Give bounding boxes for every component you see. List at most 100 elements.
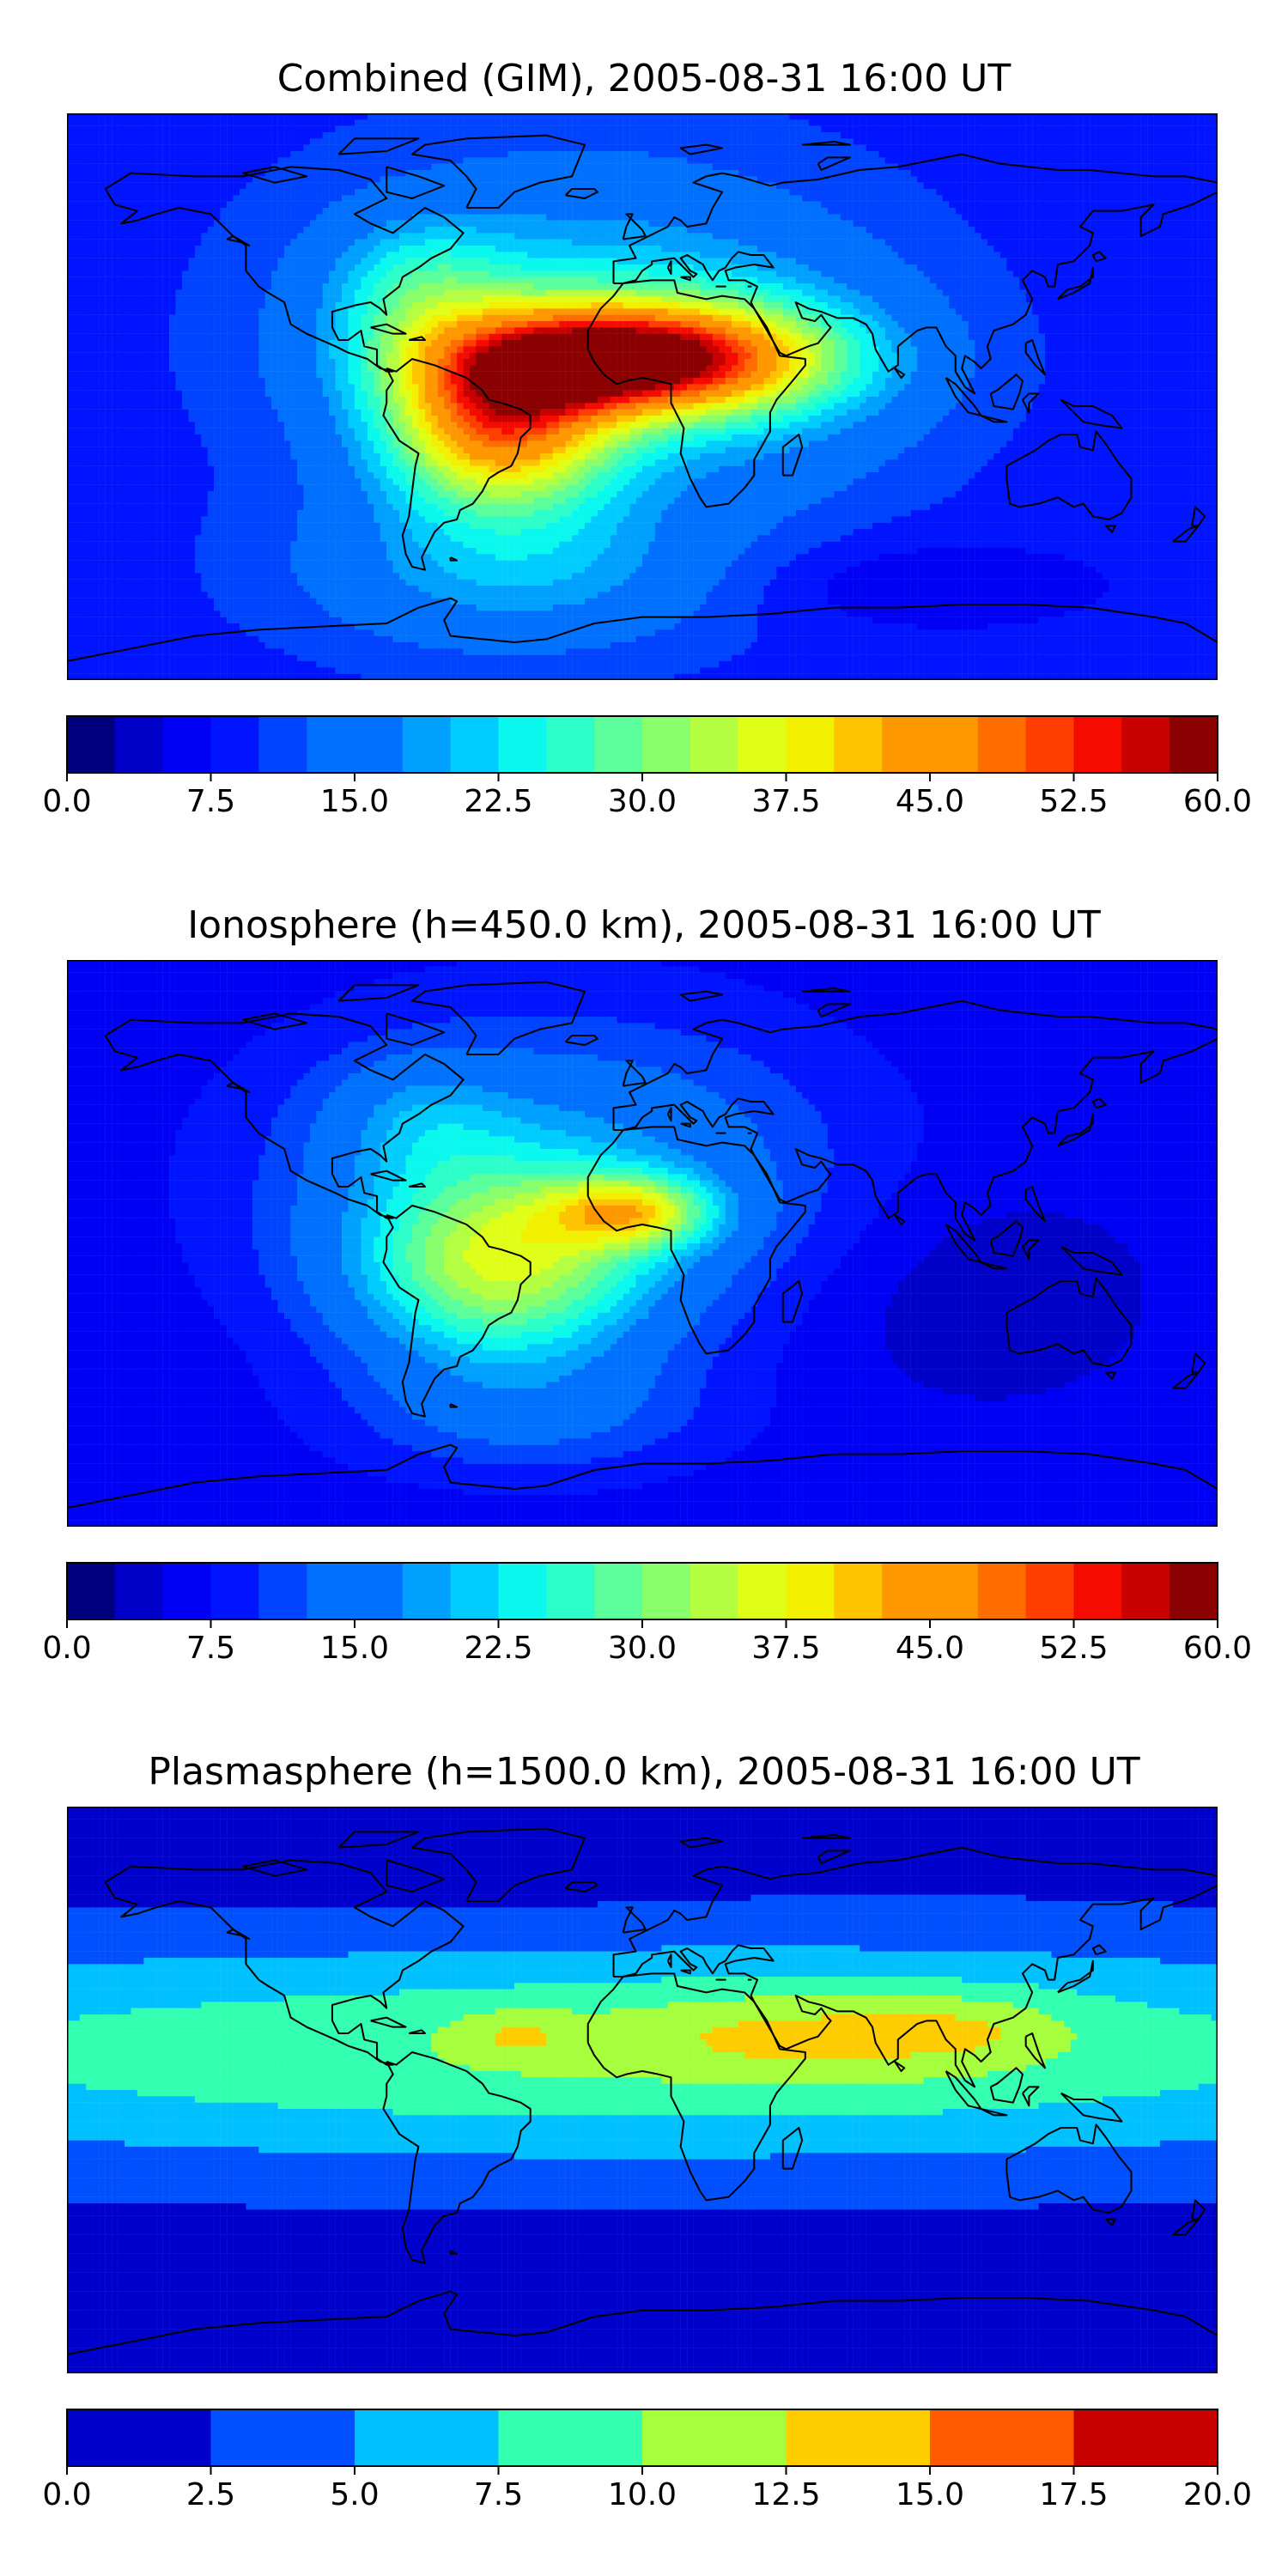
- colorbar-segment: [67, 716, 116, 773]
- coastline: [894, 1214, 906, 1226]
- colorbar-segment: [402, 716, 452, 773]
- coastline: [1104, 2218, 1116, 2227]
- colorbar-segment: [642, 2409, 787, 2466]
- coastline: [67, 597, 1218, 680]
- coastline: [586, 279, 806, 508]
- coastline: [622, 1906, 647, 1934]
- colorbar-segment: [114, 716, 164, 773]
- colorbar-segment: [786, 716, 835, 773]
- colorbar-segment: [930, 716, 979, 773]
- coastline: [370, 323, 407, 335]
- colorbar-segment: [1025, 716, 1074, 773]
- coastline: [666, 260, 672, 276]
- colorbar-plasmasphere: [66, 2409, 1218, 2475]
- colorbar-tick-label: 7.5: [186, 785, 235, 819]
- coastline: [564, 1034, 598, 1047]
- tec-field: [67, 113, 1218, 680]
- panel-title-combined: Combined (GIM), 2005-08-31 16:00 UT: [0, 57, 1288, 101]
- colorbar-segment: [1170, 1563, 1218, 1619]
- colorbar-tick-label: 37.5: [751, 1631, 820, 1666]
- colorbar-tick-label: 45.0: [896, 1631, 964, 1666]
- coastline: [386, 166, 446, 200]
- coastline: [242, 1859, 308, 1877]
- coastline: [666, 1953, 672, 1969]
- coastline: [1005, 2123, 1133, 2215]
- colorbar-segment: [498, 1563, 547, 1619]
- panel-title-ionosphere: Ionosphere (h=450.0 km), 2005-08-31 16:0…: [0, 903, 1288, 948]
- colorbar-segment: [1121, 716, 1170, 773]
- colorbar-segment: [258, 716, 307, 773]
- coastline: [386, 1859, 446, 1893]
- coastline: [226, 1928, 251, 1941]
- colorbar-tick-label: 0.0: [42, 1631, 91, 1666]
- coastline: [679, 143, 724, 155]
- coastline: [337, 137, 420, 155]
- colorbar-tick-label: 52.5: [1039, 785, 1108, 819]
- colorbar-tick-label: 45.0: [896, 785, 964, 819]
- colorbar-segment: [355, 716, 404, 773]
- coastline: [981, 415, 1008, 423]
- colorbar-segment: [355, 1563, 404, 1619]
- colorbar-tick-label: 17.5: [1039, 2478, 1108, 2512]
- coastline: [981, 1261, 1008, 1270]
- coastline: [989, 2067, 1024, 2104]
- colorbar-tick-label: 5.0: [330, 2478, 379, 2512]
- coastline: [1024, 1185, 1047, 1223]
- coastline: [67, 1443, 1218, 1527]
- colorbar-segment: [834, 1563, 883, 1619]
- colorbar-segment: [307, 1563, 355, 1619]
- coastline: [1022, 392, 1040, 414]
- coastline: [242, 166, 308, 184]
- coastline: [370, 2016, 407, 2028]
- colorbar-segment: [977, 1563, 1027, 1619]
- colorbar-tick-label: 12.5: [751, 2478, 820, 2512]
- coastline: [410, 981, 586, 1056]
- panel-title-plasmasphere: Plasmasphere (h=1500.0 km), 2005-08-31 1…: [0, 1750, 1288, 1795]
- coastline: [1022, 1239, 1040, 1261]
- coastline: [802, 140, 851, 146]
- coastline: [382, 1204, 532, 1418]
- colorbar-tick-label: 15.0: [320, 785, 389, 819]
- colorbar-segment: [882, 1563, 931, 1619]
- colorbar-segment: [210, 1563, 259, 1619]
- colorbar-tick-label: 0.0: [42, 2478, 91, 2512]
- coastline: [449, 556, 459, 562]
- coastline: [382, 357, 532, 571]
- colorbar-tick-label: 60.0: [1183, 1631, 1252, 1666]
- colorbar-segment: [67, 2409, 211, 2466]
- coastline: [586, 1126, 806, 1355]
- coastline: [1057, 266, 1094, 301]
- coastline: [1060, 398, 1123, 429]
- coastline: [817, 1850, 851, 1865]
- coastline: [104, 1012, 465, 1219]
- colorbar-segment: [1025, 1563, 1074, 1619]
- colorbar-segment: [114, 1563, 164, 1619]
- coastline: [612, 999, 1218, 1242]
- coastline: [67, 2290, 1218, 2373]
- coastline: [680, 1122, 691, 1128]
- colorbar-segment: [786, 1563, 835, 1619]
- colorbar-tick-label: 30.0: [608, 1631, 677, 1666]
- colorbar-tick-label: 60.0: [1183, 785, 1252, 819]
- colorbar-segment: [67, 1563, 116, 1619]
- colorbar-segment: [977, 716, 1027, 773]
- coastline: [104, 166, 465, 373]
- colorbar-segment: [498, 716, 547, 773]
- colorbar-segment: [930, 1563, 979, 1619]
- colorbar-segment: [1073, 716, 1122, 773]
- colorbar-segment: [594, 1563, 643, 1619]
- coastline: [1024, 338, 1047, 376]
- coastline: [564, 187, 598, 200]
- coastline: [781, 2126, 804, 2170]
- coastline: [564, 1880, 598, 1893]
- colorbar-tick-label: 15.0: [320, 1631, 389, 1666]
- coastline: [242, 1012, 308, 1030]
- colorbar-segment: [355, 2409, 499, 2466]
- colorbar-tick-label: 37.5: [751, 785, 820, 819]
- colorbar-segment: [834, 716, 883, 773]
- coastline: [337, 1831, 420, 1849]
- colorbar-segment: [498, 2409, 643, 2466]
- coastline: [679, 990, 724, 1002]
- map-combined-gim: [67, 113, 1218, 680]
- coastline: [449, 1403, 459, 1408]
